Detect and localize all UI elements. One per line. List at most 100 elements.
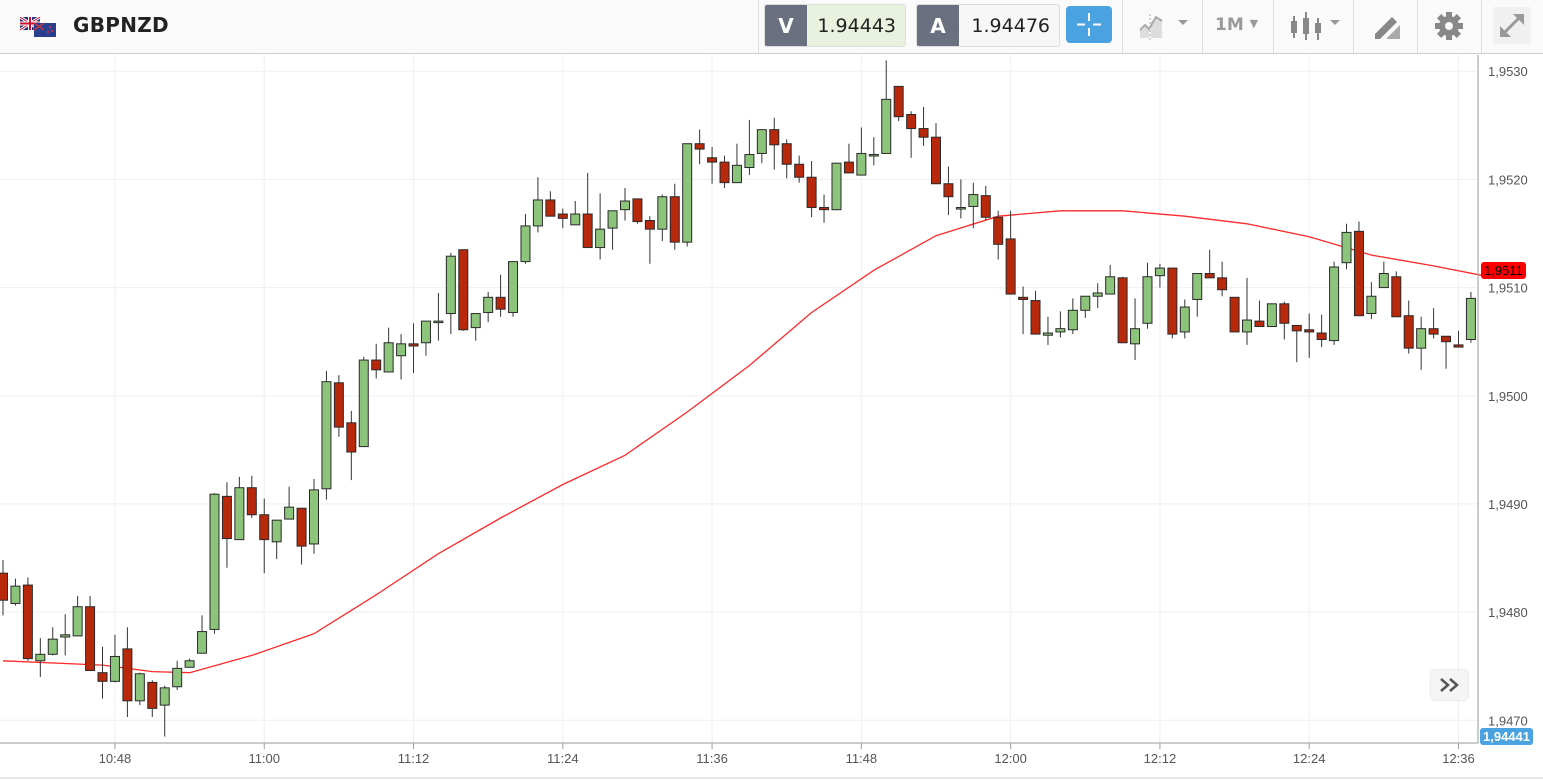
candle-bullish <box>1266 303 1277 328</box>
candle-body <box>756 129 767 154</box>
sell-price-button[interactable]: V 1.94443 <box>764 4 906 47</box>
candle-body <box>172 667 183 688</box>
candle-bullish <box>309 479 319 554</box>
candle-bearish <box>632 198 643 224</box>
candle-body <box>1453 344 1464 348</box>
chart-header: GBPNZD V 1.94443 A 1.94476 1M ▼ <box>0 0 1543 54</box>
candle-bearish <box>1428 308 1439 339</box>
candle-bullish <box>1080 295 1091 318</box>
candle-bullish <box>321 370 332 500</box>
candle-bullish <box>396 334 407 380</box>
expand-button[interactable] <box>1493 7 1531 44</box>
candle-bullish <box>1192 273 1203 317</box>
candle-bearish <box>707 146 718 184</box>
candle-bullish <box>159 685 170 737</box>
candle-bullish <box>1465 291 1476 343</box>
candle-body <box>1229 296 1240 333</box>
divider <box>1122 0 1123 53</box>
candle-bearish <box>1391 271 1402 318</box>
candle-bullish <box>284 486 295 520</box>
candle-bearish <box>221 482 232 568</box>
candle-bullish <box>35 638 46 678</box>
candle-body <box>806 176 817 209</box>
candle-body <box>1154 267 1165 277</box>
drawing-tools-icon <box>1375 17 1400 39</box>
candle-body <box>1030 300 1041 335</box>
candle-body <box>333 382 344 428</box>
candle-bullish <box>657 194 668 242</box>
candle-bullish <box>1067 298 1078 335</box>
candle-body <box>545 199 556 217</box>
candle-body <box>1416 328 1427 349</box>
candle-body <box>234 487 245 541</box>
candle-bearish <box>993 210 1004 260</box>
crosshair-button[interactable] <box>1066 6 1112 43</box>
candle-body <box>458 249 469 331</box>
scroll-to-latest-button[interactable] <box>1431 670 1468 700</box>
candle-body <box>1403 315 1414 349</box>
candle-body <box>371 359 382 371</box>
candle-body <box>122 648 133 702</box>
buy-price-button[interactable]: A 1.94476 <box>916 4 1060 47</box>
crosshair-icon <box>1077 13 1101 36</box>
candle-bullish <box>60 614 71 656</box>
candle-bullish <box>184 658 195 668</box>
chart-type-button[interactable] <box>1138 10 1194 42</box>
candle-bearish <box>843 143 854 174</box>
candle-bearish <box>1117 276 1128 344</box>
candle-bearish <box>1217 261 1228 297</box>
candle-body <box>1341 231 1352 264</box>
timeframe-dropdown[interactable]: 1M ▼ <box>1215 15 1258 35</box>
candle-body <box>10 585 21 604</box>
candle-bullish <box>271 519 282 560</box>
grid <box>0 55 1478 743</box>
candle-body <box>1316 332 1327 341</box>
candle-body <box>1080 295 1091 311</box>
candle-bullish <box>831 162 842 211</box>
candle-bearish <box>85 595 96 672</box>
candle-bullish <box>968 182 979 229</box>
candle-body <box>72 606 83 637</box>
candle-bullish <box>1366 282 1377 319</box>
candle-body <box>1428 328 1439 335</box>
y-tick-label: 1,9480 <box>1488 605 1528 620</box>
candle-body <box>893 85 904 118</box>
candle-body <box>843 161 854 174</box>
candle-bearish <box>1005 210 1016 295</box>
divider <box>1353 0 1354 53</box>
candle-body <box>358 359 369 448</box>
moving-average-line <box>2 210 1484 674</box>
candle-body <box>607 210 618 229</box>
candle-bearish <box>806 161 817 218</box>
candle-body <box>284 506 295 520</box>
candle-bearish <box>819 194 830 223</box>
candle-body <box>906 113 917 130</box>
candle-bearish <box>22 577 33 661</box>
settings-button[interactable] <box>1434 10 1464 42</box>
candle-bullish <box>358 356 369 448</box>
candle-bullish <box>620 188 630 221</box>
candle-body <box>35 653 46 662</box>
x-tick-label: 11:24 <box>547 751 579 766</box>
candle-bearish <box>1291 324 1302 363</box>
x-tick-label: 12:00 <box>994 751 1027 766</box>
candle-style-button[interactable] <box>1290 10 1346 42</box>
candle-bearish <box>1304 313 1315 358</box>
candle-body <box>1092 292 1103 297</box>
candle-body <box>408 343 419 347</box>
candle-bullish <box>1329 261 1340 345</box>
candle-bearish <box>346 410 357 481</box>
candle-body <box>197 631 208 654</box>
candle-bullish <box>234 476 245 541</box>
candle-body <box>669 196 680 243</box>
candle-bullish <box>1105 264 1116 295</box>
candle-body <box>570 213 581 226</box>
candle-bullish <box>595 193 606 260</box>
candle-body <box>819 207 830 211</box>
drawing-tools-button[interactable] <box>1372 10 1402 42</box>
candle-body <box>1167 267 1178 335</box>
candle-body <box>47 638 58 655</box>
candle-bearish <box>97 646 108 699</box>
candle-bearish <box>931 123 941 185</box>
